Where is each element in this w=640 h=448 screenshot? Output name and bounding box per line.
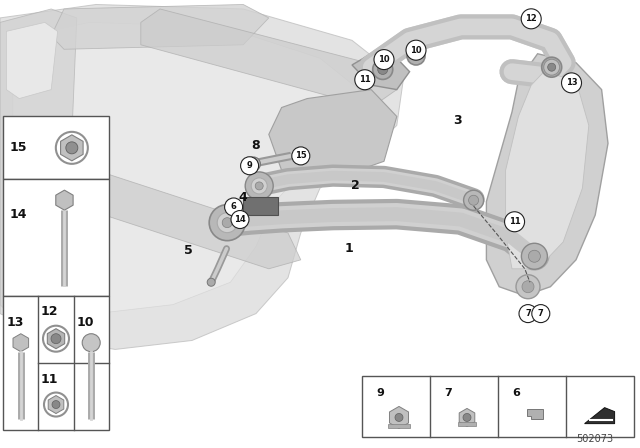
Text: 8: 8 (252, 139, 260, 152)
Text: 1: 1 (344, 242, 353, 255)
Bar (3, 116, 109, 179)
Circle shape (532, 305, 550, 323)
Text: 14: 14 (10, 207, 27, 221)
Polygon shape (269, 90, 397, 179)
Polygon shape (486, 54, 608, 296)
Circle shape (209, 205, 245, 241)
Circle shape (468, 195, 479, 205)
Polygon shape (77, 170, 301, 269)
Text: 10: 10 (378, 55, 390, 64)
Circle shape (412, 52, 420, 60)
Circle shape (522, 281, 534, 293)
Polygon shape (584, 408, 614, 424)
Text: 6: 6 (230, 202, 237, 211)
Circle shape (255, 182, 263, 190)
Circle shape (292, 147, 310, 165)
Circle shape (463, 190, 484, 210)
Polygon shape (527, 409, 543, 419)
Circle shape (222, 218, 232, 228)
Text: 3: 3 (453, 114, 462, 128)
Circle shape (378, 65, 388, 74)
Text: 11: 11 (359, 75, 371, 84)
Polygon shape (0, 4, 403, 349)
Circle shape (522, 243, 547, 269)
Polygon shape (352, 54, 410, 90)
Bar (243, 197, 278, 215)
Text: 9: 9 (376, 388, 385, 398)
Circle shape (548, 63, 556, 71)
Circle shape (246, 157, 260, 171)
Circle shape (541, 57, 562, 77)
Text: 4: 4 (239, 190, 248, 204)
Circle shape (561, 73, 582, 93)
Text: 502073: 502073 (577, 434, 614, 444)
Bar (458, 422, 476, 426)
Circle shape (82, 334, 100, 352)
Bar (362, 376, 634, 437)
Text: 11: 11 (41, 373, 58, 386)
Circle shape (406, 40, 426, 60)
Text: 12: 12 (525, 14, 537, 23)
Circle shape (66, 142, 78, 154)
Circle shape (374, 50, 394, 69)
Circle shape (463, 414, 471, 422)
Text: 9: 9 (247, 161, 252, 170)
Circle shape (231, 211, 249, 228)
Polygon shape (141, 9, 397, 108)
Circle shape (521, 9, 541, 29)
Text: 7: 7 (525, 309, 531, 318)
Circle shape (355, 70, 375, 90)
Circle shape (217, 213, 237, 233)
Polygon shape (6, 215, 58, 291)
Circle shape (372, 60, 393, 79)
Circle shape (51, 334, 61, 344)
Text: 13: 13 (6, 316, 24, 329)
Polygon shape (51, 4, 269, 49)
Polygon shape (506, 72, 589, 269)
Text: 6: 6 (513, 388, 520, 398)
Circle shape (245, 172, 273, 200)
Text: 12: 12 (41, 305, 58, 319)
Bar (388, 424, 410, 428)
Bar (3, 296, 109, 430)
Circle shape (52, 401, 60, 409)
Text: 7: 7 (538, 309, 543, 318)
Circle shape (504, 212, 525, 232)
Circle shape (516, 275, 540, 299)
Text: 11: 11 (509, 217, 520, 226)
Polygon shape (6, 22, 58, 99)
Text: 15: 15 (10, 141, 27, 155)
Text: 10: 10 (76, 316, 93, 329)
Circle shape (395, 414, 403, 422)
Text: 5: 5 (184, 244, 193, 258)
Text: 14: 14 (234, 215, 246, 224)
Circle shape (529, 250, 540, 262)
Text: 2: 2 (351, 179, 360, 193)
Circle shape (207, 278, 215, 286)
Circle shape (407, 47, 425, 65)
Polygon shape (13, 22, 365, 314)
Text: 15: 15 (295, 151, 307, 160)
Circle shape (519, 305, 537, 323)
Circle shape (241, 157, 259, 175)
Bar (3, 179, 109, 296)
Text: 13: 13 (566, 78, 577, 87)
Circle shape (225, 198, 243, 216)
Polygon shape (0, 9, 77, 332)
Circle shape (252, 178, 268, 194)
Circle shape (543, 59, 559, 75)
Text: 10: 10 (410, 46, 422, 55)
Text: 7: 7 (445, 388, 452, 398)
